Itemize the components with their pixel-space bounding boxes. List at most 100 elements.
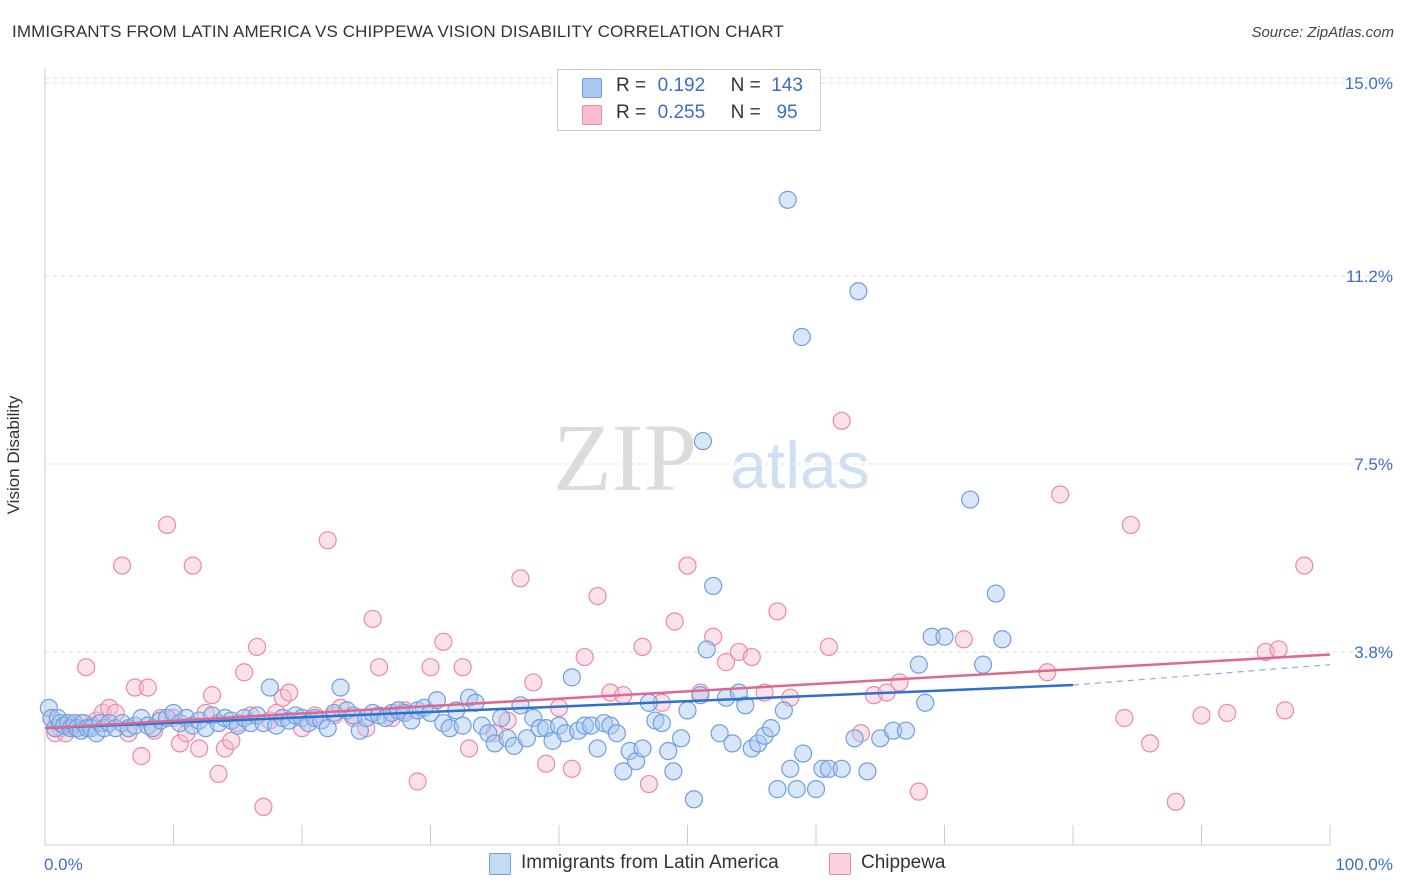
trend-line-chippewa — [44, 653, 1331, 730]
chippewa-point — [832, 411, 851, 430]
latin-america-point — [922, 627, 941, 646]
y-tick-label: 15.0% — [1345, 74, 1393, 93]
latin-america-point — [498, 729, 517, 748]
chippewa-point — [909, 782, 928, 801]
chippewa-point — [106, 703, 125, 723]
trend-line-latin-america-extension — [1072, 664, 1331, 686]
y-tick-label: 3.8% — [1354, 643, 1393, 662]
chippewa-point — [562, 759, 581, 778]
y-axis-label: Vision Disability — [4, 395, 23, 515]
chippewa-point — [157, 515, 177, 535]
latin-america-point — [614, 762, 633, 781]
grid-lines — [45, 77, 1395, 653]
watermark-atlas: atlas — [730, 428, 869, 502]
chippewa-point — [1295, 556, 1314, 575]
latin-america-point — [755, 726, 774, 745]
chippewa-point — [633, 637, 652, 656]
chippewa-point — [453, 658, 472, 677]
latin-america-point — [659, 741, 678, 761]
bottom-legend-swatch-pink — [829, 853, 851, 875]
chippewa-point — [370, 658, 389, 677]
latin-america-point — [993, 630, 1012, 649]
latin-america-point — [806, 780, 826, 799]
x-tick-label: 0.0% — [44, 855, 83, 874]
legend-n-label: N = — [730, 102, 761, 123]
latin-america-point — [652, 713, 671, 733]
chippewa-point — [1121, 515, 1140, 535]
chippewa-point — [215, 739, 234, 758]
chippewa-point — [222, 731, 241, 750]
legend-r-value-pink: 0.255 — [657, 102, 706, 123]
chippewa-point — [459, 739, 479, 758]
latin-america-point — [453, 716, 472, 735]
chippewa-point — [202, 686, 222, 705]
latin-america-point — [524, 708, 543, 728]
latin-america-point — [736, 696, 755, 715]
chippewa-point — [511, 569, 530, 588]
watermark: ZIP atlas — [553, 404, 870, 511]
legend-n-value-blue: 143 — [771, 75, 803, 96]
chippewa-point — [112, 556, 132, 575]
legend-swatch-pink — [582, 105, 602, 125]
latin-america-point — [82, 719, 101, 738]
latin-america-point — [909, 655, 928, 674]
latin-america-point — [704, 576, 723, 596]
chippewa-point — [819, 637, 838, 656]
chippewa-point — [890, 673, 909, 692]
latin-america-point — [562, 668, 581, 687]
legend-r-label: R = — [616, 75, 647, 96]
chippewa-point — [1275, 701, 1295, 720]
latin-america-point — [710, 724, 729, 743]
latin-america-point — [883, 721, 903, 740]
latin-america-point — [813, 759, 832, 778]
chippewa-point — [954, 630, 973, 649]
tick-labels: 3.8% 7.5% 11.2% 15.0% 0.0% 100.0% — [44, 74, 1393, 874]
latin-america-point — [472, 716, 491, 735]
latin-america-point — [832, 759, 851, 778]
latin-america-point — [761, 719, 781, 738]
latin-america-point — [530, 719, 549, 738]
chippewa-point — [768, 602, 787, 621]
bottom-legend-label-blue: Immigrants from Latin America — [521, 852, 779, 873]
latin-america-point — [768, 780, 787, 799]
latin-america-point — [935, 627, 954, 646]
latin-america-point — [723, 734, 742, 753]
latin-america-point — [678, 701, 697, 720]
axes — [44, 68, 1331, 846]
chippewa-point — [183, 556, 202, 575]
chippewa-point — [639, 774, 659, 794]
latin-america-point — [517, 729, 536, 748]
chippewa-point — [434, 632, 453, 651]
legend-r-label: R = — [616, 102, 647, 123]
chippewa-point — [742, 647, 761, 667]
chippewa-point — [1192, 706, 1211, 725]
legend-n-label: N = — [730, 75, 761, 96]
latin-america-point — [575, 716, 594, 735]
latin-america-point — [633, 739, 652, 758]
latin-america-point — [492, 708, 511, 728]
latin-america-point — [588, 739, 607, 758]
latin-america-point — [749, 734, 768, 753]
trend-line-latin-america — [44, 683, 1074, 730]
chippewa-point — [77, 658, 96, 677]
series-chippewa-points — [42, 411, 1314, 817]
chippewa-point — [1166, 792, 1185, 811]
chippewa-point — [1140, 734, 1160, 753]
bottom-legend-swatch-blue — [489, 853, 511, 875]
chippewa-point — [254, 797, 273, 817]
latin-america-point — [986, 584, 1006, 603]
y-tick-label: 11.2% — [1346, 267, 1393, 286]
latin-america-point — [601, 716, 620, 735]
chippewa-point — [1051, 485, 1070, 504]
latin-america-point — [794, 744, 813, 763]
chippewa-point — [363, 609, 382, 629]
chippewa-point — [280, 683, 299, 702]
chippewa-point — [318, 531, 337, 550]
chippewa-point — [190, 739, 209, 758]
bottom-legend-label-pink: Chippewa — [861, 852, 946, 873]
chippewa-point — [1115, 708, 1134, 728]
latin-america-point — [787, 780, 806, 799]
latin-america-point — [607, 724, 626, 743]
legend-n-value-pink: 95 — [776, 102, 798, 123]
